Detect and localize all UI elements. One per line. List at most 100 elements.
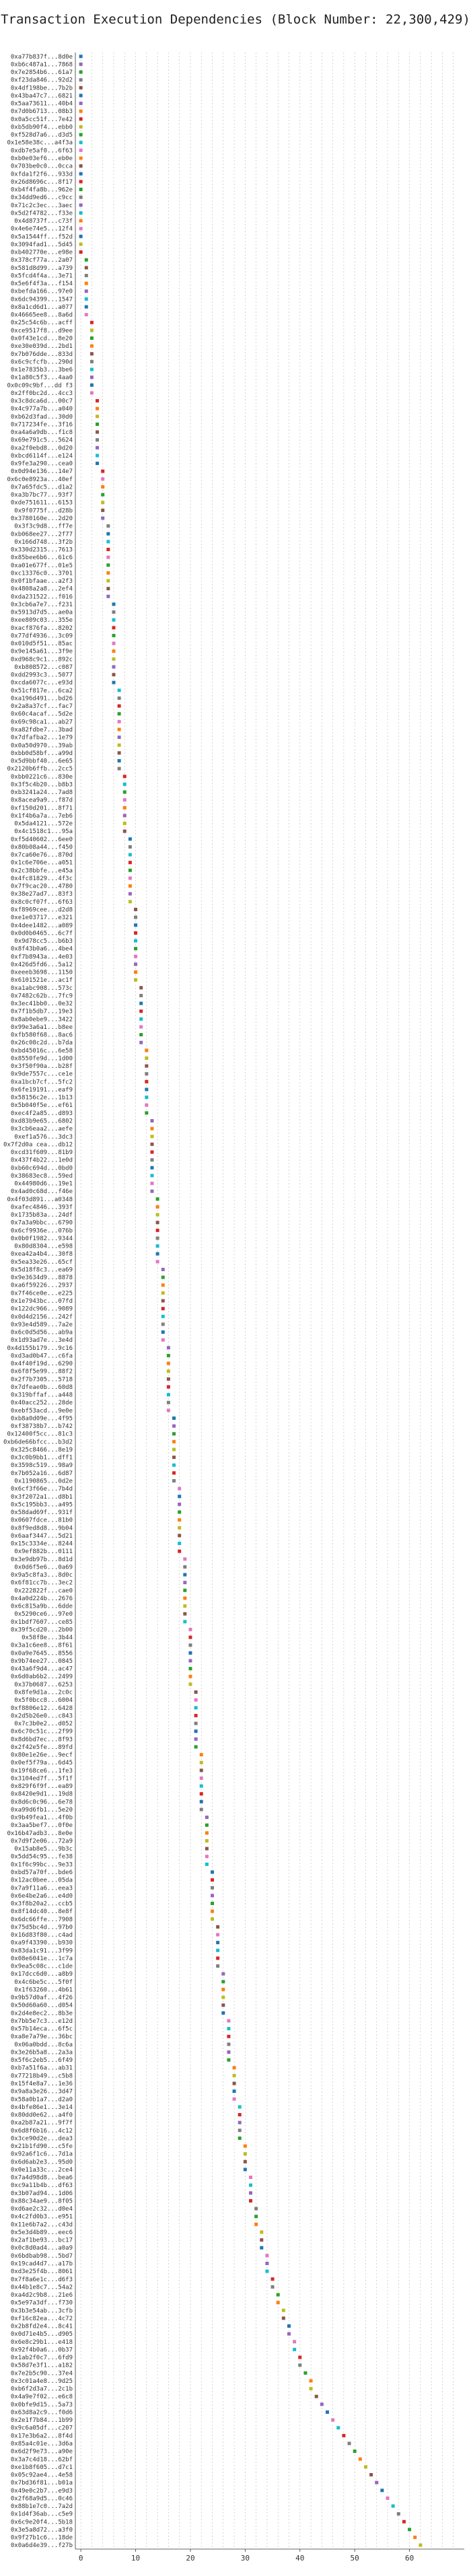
y-tick-label: 0x43a6f9d4...ac47: [11, 1666, 73, 1673]
data-point: [145, 1087, 149, 1092]
data-point: [106, 532, 110, 536]
data-point: [270, 2277, 275, 2281]
data-point: [112, 657, 116, 661]
y-tick-label: 0x44980d6...19e1: [14, 1181, 73, 1188]
y-tick-label: 0x5f0bcc8...6004: [14, 1697, 73, 1704]
data-point: [199, 1799, 203, 1803]
data-point: [178, 1526, 182, 1530]
y-tick-label: 0x8c0cf07f...6f63: [11, 899, 73, 906]
y-tick-label: 0x9ea5c08c...c1de: [11, 1964, 73, 1970]
data-point: [79, 203, 83, 207]
y-tick-label: 0x2f7b7305...5718: [11, 1376, 73, 1383]
data-point: [161, 1314, 165, 1318]
data-point: [79, 102, 83, 106]
data-point: [101, 493, 105, 497]
y-tick-label: 0x9b49fea1...4f0b: [11, 1815, 73, 1822]
data-point: [161, 1338, 165, 1342]
y-tick-label: 0x21b1fd90...c5fe: [11, 2143, 73, 2150]
data-point: [112, 633, 116, 637]
data-point: [298, 2363, 302, 2367]
data-point: [194, 1690, 198, 1694]
data-point: [145, 1072, 149, 1076]
y-tick-label: 0x9c6a05df...c207: [11, 2425, 73, 2432]
y-tick-label: 0x7d9f2e06...72a9: [11, 1838, 73, 1845]
data-point: [314, 2394, 318, 2398]
y-tick-label: 0x2b8fd2e4...8c41: [11, 2324, 73, 2330]
y-tick-label: 0x1a80c5f3...4aa0: [11, 375, 73, 382]
y-tick-label: 0x6f8f5e99...88f2: [11, 1369, 73, 1375]
data-point: [161, 1267, 165, 1271]
data-point: [265, 2262, 269, 2266]
y-tick-label: 0x5fcd4f4a...3e71: [11, 273, 73, 279]
data-point: [172, 1432, 176, 1436]
y-tick-label: 0x80b08a44...f450: [11, 844, 73, 851]
y-tick-label: 0x4f03d891...a0348: [7, 1196, 73, 1203]
y-tick-label: 0xd968c9c1...892c: [11, 656, 73, 663]
data-point: [298, 2355, 302, 2359]
y-tick-label: 0x69c98ca1...ab27: [11, 719, 73, 725]
data-point: [145, 1079, 149, 1083]
y-tick-label: 0x581d8d99...a739: [11, 265, 73, 272]
y-tick-label: 0x92f4b0a6...0b37: [11, 2347, 73, 2353]
data-point: [281, 2308, 285, 2312]
y-tick-label: 0x7bb5e7c3...e12d: [11, 2018, 73, 2025]
data-point: [211, 1917, 215, 1921]
y-tick-label: 0x3e5a8d72...a3f0: [11, 2527, 73, 2534]
y-tick-label: 0x7bd36f81...b01a: [11, 2480, 73, 2486]
y-tick-label: 0x0d6f5e6...0a69: [14, 1564, 73, 1571]
y-tick-label: 0x16d83f80...c4ad: [11, 1932, 73, 1939]
y-tick-label: 0x25c54c6b...acff: [11, 320, 73, 326]
y-tick-label: 0xd83b9e65...6802: [11, 1118, 73, 1125]
data-point: [347, 2441, 351, 2445]
y-tick-label: 0x85bee6b6...61c6: [11, 554, 73, 561]
data-point: [128, 876, 132, 880]
y-tick-label: 0x6e8c29b1...e418: [11, 2339, 73, 2346]
x-tick-label: 60: [405, 2554, 414, 2563]
y-tick-label: 0xdb7e5af0...6f63: [11, 147, 73, 154]
data-point: [183, 1612, 187, 1616]
data-point: [79, 195, 83, 199]
data-point: [112, 602, 116, 606]
data-point: [89, 367, 94, 371]
y-tick-label: 0x0e11a33c...2ce4: [11, 2167, 73, 2174]
data-point: [188, 1659, 192, 1663]
y-tick-label: 0x717234fe...3f16: [11, 421, 73, 428]
data-point: [166, 1385, 170, 1389]
y-tick-label: 0x4808a2a8...2ef4: [11, 586, 73, 593]
y-tick-label: 0x8550fe9d...1d00: [11, 1055, 73, 1062]
y-tick-label: 0x378cf77a...2a07: [11, 257, 73, 264]
y-tick-label: 0x6aaf3447...5d21: [11, 1533, 73, 1540]
y-tick-label: 0x0b0f1982...9344: [11, 1236, 73, 1242]
y-tick-label: 0x0f1bfaae...a2f3: [11, 578, 73, 585]
data-point: [134, 907, 138, 911]
data-point: [161, 1275, 165, 1279]
data-point: [134, 939, 138, 943]
data-point: [145, 1103, 149, 1107]
data-point: [199, 1753, 203, 1757]
y-tick-label: 0x4df198be...7b2b: [11, 85, 73, 92]
data-point: [205, 1838, 209, 1842]
data-point: [112, 626, 116, 630]
y-tick-label: 0x1d4f36ab...c5e9: [11, 2511, 73, 2518]
y-tick-labels: 0xa77b837f...8d0e0xb6c487a1...78680x7e28…: [3, 54, 73, 2549]
data-point: [122, 806, 126, 810]
y-tick-label: 0xb402770e...e98e: [11, 250, 73, 256]
data-point: [96, 438, 100, 442]
y-tick-label: 0x1f4b6a7a...7eb6: [11, 813, 73, 820]
y-tick-label: 0x7a9f11a6...eea3: [11, 1885, 73, 1892]
data-point: [112, 649, 116, 653]
y-tick-label: 0xb3241a24...7ad8: [11, 789, 73, 796]
data-point: [178, 1495, 182, 1499]
data-point: [353, 2449, 357, 2454]
data-point: [194, 1737, 198, 1741]
data-point: [396, 2512, 400, 2516]
y-tick-label: 0x829f6f9f...ea89: [11, 1783, 73, 1790]
y-tick-label: 0x9a5c8fa3...8d0c: [11, 1572, 73, 1579]
y-tick-label: 0x8d6bd7ec...8f93: [11, 1736, 73, 1743]
y-tick-label: 0x1e7835b3...3be6: [11, 367, 73, 373]
data-point: [128, 853, 132, 857]
data-point: [79, 242, 83, 246]
data-point: [79, 141, 83, 145]
y-tick-label: 0x0c8d0ad4...a0a9: [11, 2245, 73, 2252]
